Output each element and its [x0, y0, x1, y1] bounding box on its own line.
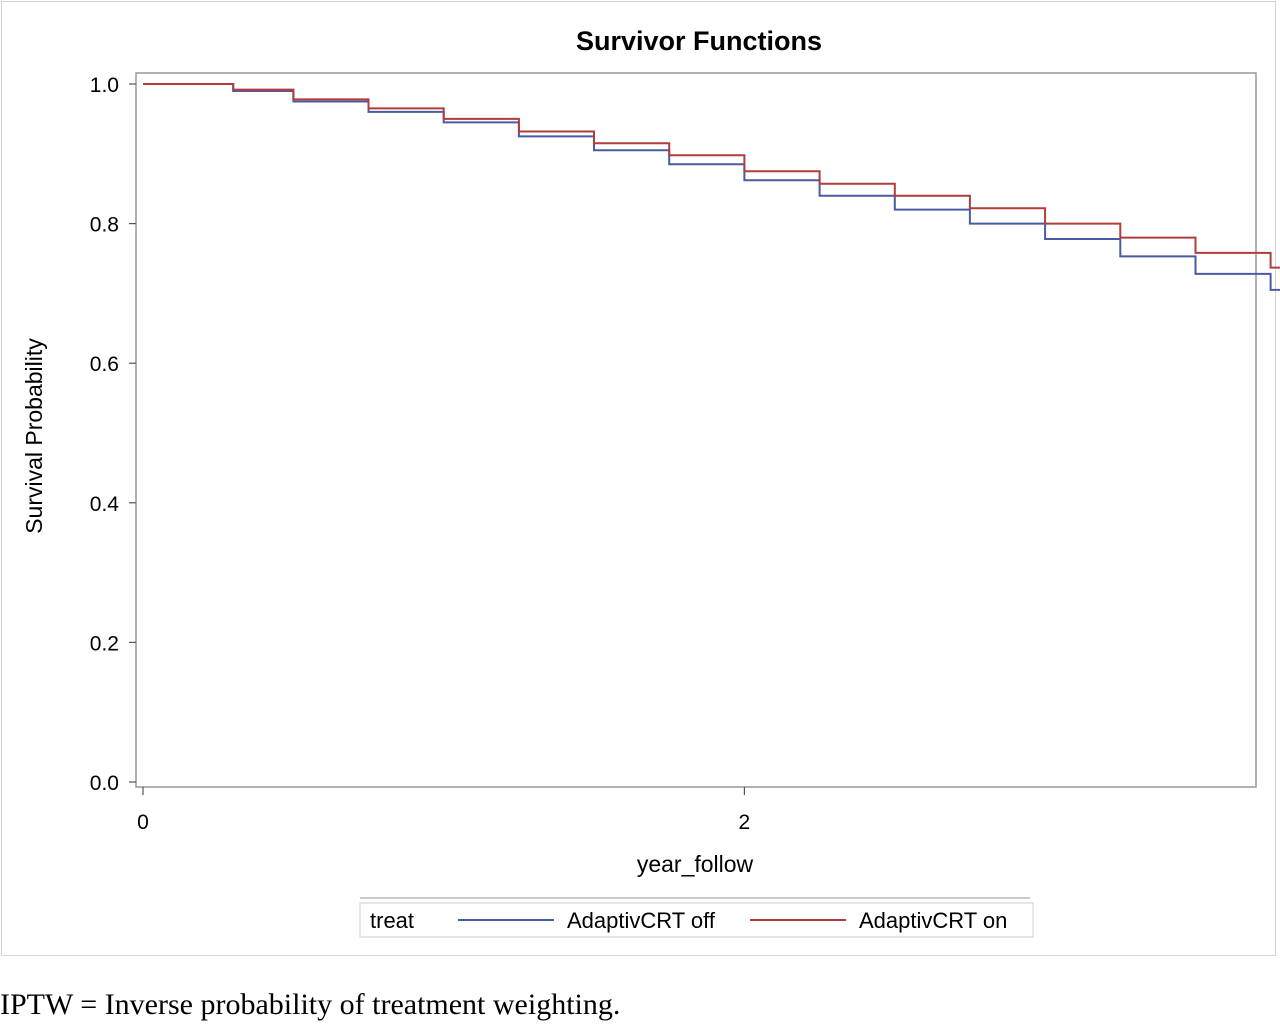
- survival-chart: Survivor Functions 0.0 0.2 0.4 0.6 0.8 1.0 0 2…: [21, 26, 1280, 938]
- x-tick-label: 2: [739, 811, 751, 834]
- chart-frame: [1, 1, 1276, 956]
- footnote: IPTW = Inverse probability of treatment …: [0, 988, 621, 1021]
- legend-label-on: AdaptivCRT on: [859, 908, 1007, 933]
- y-tick-label: 0.4: [90, 493, 120, 516]
- plot-area: [135, 72, 1257, 788]
- y-tick-label: 0.2: [90, 632, 119, 655]
- series-line-adaptivcrt-on: [143, 83, 1280, 269]
- y-tick-label: 0.8: [90, 214, 119, 237]
- chart-title: Survivor Functions: [576, 26, 822, 56]
- survival-curves: [143, 83, 1280, 291]
- series-line-adaptivcrt-off: [143, 83, 1280, 291]
- legend: treat AdaptivCRT off AdaptivCRT on: [359, 897, 1034, 938]
- y-tick-label: 1.0: [90, 74, 119, 97]
- y-tick-label: 0.6: [90, 353, 119, 376]
- y-axis-label: Survival Probability: [21, 338, 47, 534]
- y-axis: 0.0 0.2 0.4 0.6 0.8 1.0: [90, 74, 136, 795]
- legend-title: treat: [370, 908, 414, 933]
- x-axis-label: year_follow: [637, 851, 754, 877]
- legend-label-off: AdaptivCRT off: [567, 908, 716, 933]
- y-tick-label: 0.0: [90, 772, 119, 795]
- x-tick-label: 0: [137, 811, 149, 834]
- x-axis: 0246: [137, 787, 751, 834]
